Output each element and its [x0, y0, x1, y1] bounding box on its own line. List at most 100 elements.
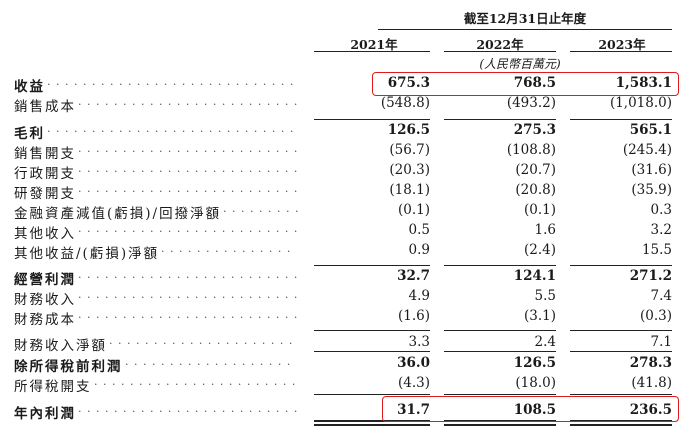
subtotal-rule [314, 351, 430, 352]
value-cell-2021: 675.3 [387, 75, 430, 91]
value-cell-2021: (56.7) [389, 142, 430, 158]
row-label: 財務收入 [14, 292, 76, 308]
row-label: 經營利潤 [14, 272, 76, 288]
value-cell-2023: (35.9) [631, 182, 672, 198]
value-cell-2023: 236.5 [629, 402, 672, 418]
table-row: 金融資產減值(虧損)/回撥淨額. . . . . . . . . . . . .… [0, 202, 700, 222]
dot-leader: . . . . . . . . . . . . . . . . . . . . … [109, 334, 294, 354]
row-label: 財務成本 [14, 312, 76, 328]
subtotal-rule [570, 330, 672, 331]
year-header-2022: 2022年 [476, 37, 524, 52]
year-underline-2022 [444, 51, 556, 52]
value-cell-2021: 36.0 [397, 355, 430, 371]
value-cell-2021: 3.3 [408, 334, 430, 350]
subtotal-rule [570, 265, 672, 266]
value-cell-2023: (0.3) [639, 308, 672, 324]
value-cell-2022: 126.5 [513, 355, 556, 371]
row-label: 其他收入 [14, 226, 76, 242]
total-double-rule [444, 420, 556, 422]
value-cell-2023: 7.1 [650, 334, 672, 350]
subtotal-rule [570, 119, 672, 120]
profit-highlight-box [382, 396, 679, 422]
subtotal-rule [444, 119, 556, 120]
dot-leader: . . . . . . . . . . . . . . . . . . . . … [78, 142, 299, 162]
table-row: 年內利潤. . . . . . . . . . . . . . . . . . … [0, 402, 700, 422]
row-label: 銷售成本 [14, 99, 76, 115]
table-row: 財務成本. . . . . . . . . . . . . . . . . . … [0, 308, 700, 328]
row-label: 除所得稅前利潤 [14, 359, 123, 375]
dot-leader: . . . . . . . . . . . . . . . . . . . . … [78, 308, 299, 328]
value-cell-2022: 768.5 [513, 75, 556, 91]
dot-leader: . . . . . . . . . . . . . . . . . . . . … [47, 122, 295, 142]
revenue-highlight-box [372, 72, 679, 96]
value-cell-2022: 1.6 [534, 222, 556, 238]
value-cell-2021: (548.8) [380, 95, 430, 111]
period-header: 截至12月31日止年度 [463, 11, 587, 26]
total-double-rule [444, 424, 556, 426]
year-underline-2023 [570, 51, 672, 52]
value-cell-2022: (2.4) [523, 242, 556, 258]
value-cell-2021: (18.1) [389, 182, 430, 198]
table-row: 除所得稅前利潤. . . . . . . . . . . . . . . . .… [0, 355, 700, 375]
table-row: 毛利. . . . . . . . . . . . . . . . . . . … [0, 122, 700, 142]
table-row: 行政開支. . . . . . . . . . . . . . . . . . … [0, 162, 700, 182]
value-cell-2021: 31.7 [397, 402, 430, 418]
row-label: 行政開支 [14, 166, 76, 182]
value-cell-2023: 1,583.1 [615, 75, 672, 91]
dot-leader: . . . . . . . . . . . . . . . . . . . . … [94, 375, 297, 395]
value-cell-2022: 108.5 [513, 402, 556, 418]
value-cell-2023: 15.5 [641, 242, 672, 258]
row-label: 研發開支 [14, 186, 76, 202]
row-label: 收益 [14, 79, 45, 95]
table-row: 收益. . . . . . . . . . . . . . . . . . . … [0, 75, 700, 95]
total-double-rule [570, 424, 672, 426]
value-cell-2021: 4.9 [408, 288, 430, 304]
value-cell-2021: (20.3) [389, 162, 430, 178]
table-row: 銷售成本. . . . . . . . . . . . . . . . . . … [0, 95, 700, 115]
year-header-2023: 2023年 [598, 37, 646, 52]
value-cell-2022: (20.7) [515, 162, 556, 178]
dot-leader: . . . . . . . . . . . . . . . . . . . . … [78, 222, 299, 242]
value-cell-2023: (1,018.0) [609, 95, 672, 111]
value-cell-2023: 565.1 [629, 122, 672, 138]
dot-leader: . . . . . . . . . . . . . . . . . . . . … [78, 95, 299, 115]
dot-leader: . . . . . . . . . . . . . . . . . . . . … [47, 75, 295, 95]
subtotal-rule [444, 330, 556, 331]
table-row: 所得稅開支. . . . . . . . . . . . . . . . . .… [0, 375, 700, 395]
value-cell-2023: (245.4) [622, 142, 672, 158]
dot-leader: . . . . . . . . . . . . . . . . . . . . … [78, 162, 299, 182]
value-cell-2023: 7.4 [650, 288, 672, 304]
value-cell-2023: 3.2 [650, 222, 672, 238]
unit-label: (人民幣百萬元) [479, 57, 561, 71]
year-underline-2021 [314, 51, 430, 52]
subtotal-rule [444, 394, 556, 395]
value-cell-2022: (493.2) [506, 95, 556, 111]
table-row: 其他收入. . . . . . . . . . . . . . . . . . … [0, 222, 700, 242]
value-cell-2021: (4.3) [397, 375, 430, 391]
subtotal-rule [570, 394, 672, 395]
row-label: 年內利潤 [14, 406, 76, 422]
row-label: 金融資產減值(虧損)/回撥淨額 [14, 206, 222, 222]
dot-leader: . . . . . . . . . . . . . . . . . . . . … [223, 202, 300, 222]
table-row: 經營利潤. . . . . . . . . . . . . . . . . . … [0, 268, 700, 288]
value-cell-2022: 5.5 [534, 288, 556, 304]
row-label: 銷售開支 [14, 146, 76, 162]
value-cell-2022: 275.3 [513, 122, 556, 138]
total-double-rule [570, 420, 672, 422]
row-label: 財務收入淨額 [14, 338, 107, 354]
dot-leader: . . . . . . . . . . . . . . . . . . . . … [78, 268, 299, 288]
subtotal-rule [444, 351, 556, 352]
period-underline [378, 29, 672, 30]
row-label: 毛利 [14, 126, 45, 142]
row-label: 其他收益/(虧損)淨額 [14, 246, 160, 262]
value-cell-2021: (1.6) [397, 308, 430, 324]
subtotal-rule [444, 265, 556, 266]
value-cell-2022: 2.4 [534, 334, 556, 350]
value-cell-2021: 126.5 [387, 122, 430, 138]
subtotal-rule [314, 330, 430, 331]
value-cell-2021: (0.1) [397, 202, 430, 218]
table-row: 銷售開支. . . . . . . . . . . . . . . . . . … [0, 142, 700, 162]
value-cell-2022: (3.1) [523, 308, 556, 324]
table-row: 財務收入. . . . . . . . . . . . . . . . . . … [0, 288, 700, 308]
